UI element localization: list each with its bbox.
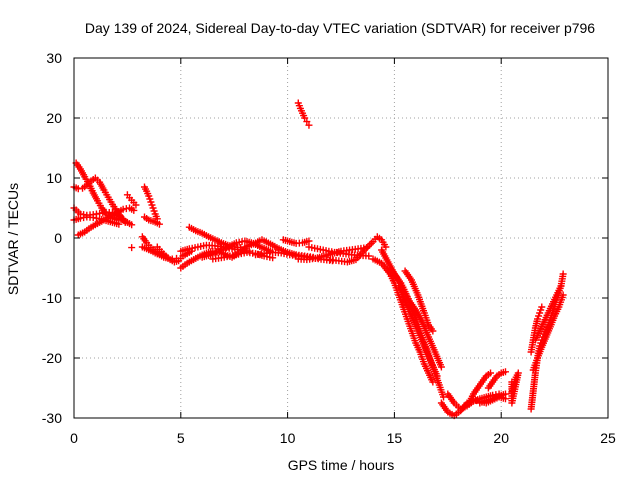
data-point bbox=[487, 369, 495, 377]
data-point bbox=[364, 243, 372, 251]
series-arc-12 bbox=[326, 233, 390, 266]
series-spike-10p5 bbox=[294, 99, 313, 129]
data-points bbox=[70, 99, 567, 420]
data-point bbox=[433, 372, 441, 380]
data-point bbox=[301, 114, 309, 122]
series-arc-early-e bbox=[70, 213, 123, 228]
series-rise-d bbox=[527, 303, 546, 356]
x-axis-title: GPS time / hours bbox=[288, 457, 395, 473]
y-tick-label: -20 bbox=[42, 350, 62, 366]
data-point bbox=[305, 121, 313, 129]
y-tick-label: -10 bbox=[42, 290, 62, 306]
series-trough-d bbox=[484, 368, 509, 392]
y-tick-label: 10 bbox=[46, 170, 62, 186]
x-tick-label: 25 bbox=[600, 430, 616, 446]
series-arc-early-c bbox=[70, 204, 136, 229]
series-drop-e bbox=[401, 267, 437, 335]
data-point bbox=[559, 291, 567, 299]
data-point bbox=[130, 206, 138, 214]
data-point bbox=[128, 221, 136, 229]
x-tick-label: 0 bbox=[70, 430, 78, 446]
data-point bbox=[501, 390, 509, 398]
x-tick-label: 15 bbox=[387, 430, 403, 446]
series-arc-3p3-b bbox=[140, 213, 163, 228]
data-point bbox=[128, 244, 136, 252]
data-point bbox=[115, 220, 123, 228]
y-tick-label: 30 bbox=[46, 50, 62, 66]
series-arc-4-5 bbox=[153, 243, 195, 266]
data-point bbox=[303, 118, 311, 126]
series-trough-c bbox=[465, 369, 495, 407]
series-trough-iso bbox=[508, 369, 522, 407]
data-point bbox=[429, 327, 437, 335]
data-point bbox=[429, 378, 437, 386]
series-arc-6-b bbox=[209, 248, 277, 263]
data-point bbox=[557, 282, 565, 290]
series-arc-5-b bbox=[185, 223, 245, 252]
data-point bbox=[501, 368, 509, 376]
series-arc-10 bbox=[279, 236, 313, 247]
chart-title: Day 139 of 2024, Sidereal Day-to-day VTE… bbox=[85, 20, 595, 36]
data-point bbox=[508, 389, 516, 397]
series-drop-d bbox=[395, 282, 441, 380]
series-arc-2p5 bbox=[123, 191, 140, 209]
y-tick-label: -30 bbox=[42, 410, 62, 426]
data-point bbox=[365, 252, 373, 260]
data-point bbox=[155, 220, 163, 228]
x-tick-label: 10 bbox=[280, 430, 296, 446]
data-point bbox=[367, 239, 375, 247]
data-point bbox=[305, 237, 313, 245]
series-rise-b bbox=[529, 291, 567, 374]
grid bbox=[74, 58, 608, 418]
y-tick-label: 0 bbox=[54, 230, 62, 246]
axis-ticks: 0 5 10 15 20 25 -30 -20 -10 0 10 20 30 bbox=[42, 50, 616, 446]
series-iso-2p7 bbox=[128, 244, 136, 252]
data-point bbox=[132, 201, 140, 209]
x-tick-label: 5 bbox=[177, 430, 185, 446]
data-point bbox=[559, 270, 567, 278]
x-tick-label: 20 bbox=[493, 430, 509, 446]
series-trough-e bbox=[476, 390, 509, 407]
y-tick-label: 20 bbox=[46, 110, 62, 126]
data-point bbox=[382, 243, 390, 251]
data-point bbox=[437, 363, 445, 371]
data-point bbox=[440, 393, 448, 401]
data-point bbox=[538, 303, 546, 311]
y-axis-title: SDTVAR / TECUs bbox=[5, 183, 21, 295]
